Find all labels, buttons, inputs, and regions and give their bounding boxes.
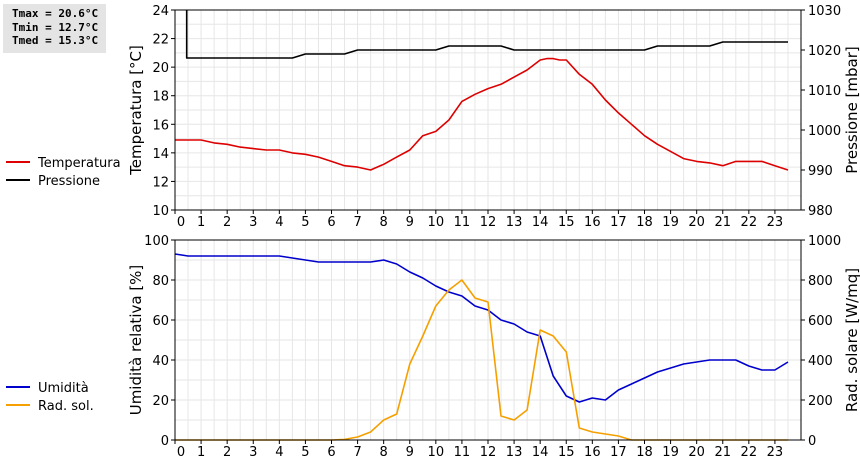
y-left-tick-label: 100 [144,234,169,249]
y-left-tick-label: 18 [152,90,169,105]
y-right-axis-title: Pressione [mbar] [843,46,860,174]
x-tick-label: 12 [480,215,497,230]
x-tick-label: 23 [767,445,784,460]
x-tick-label: 10 [428,445,445,460]
x-tick-label: 7 [353,445,361,460]
x-tick-label: 4 [275,445,283,460]
x-tick-label: 11 [454,445,471,460]
x-tick-label: 7 [353,215,361,230]
tmin-label: Tmin = 12.7°C [12,20,99,34]
y-right-tick-label: 200 [808,394,833,409]
x-tick-label: 9 [406,445,414,460]
x-tick-label: 14 [532,445,549,460]
x-tick-label: 0 [177,215,185,230]
temperature-pressure-chart: 0 1 2 3 4 5 6 7 8 9 10 11 12 13 14 15 16 17 18 19 20 21 22 2310… [6,4,860,230]
x-tick-label: 1 [197,445,205,460]
y-left-tick-label: 22 [152,33,169,48]
x-tick-label: 23 [767,215,784,230]
y-left-tick-label: 12 [152,175,169,190]
legend-label: Rad. sol. [38,399,94,414]
legend-label: Pressione [38,174,100,189]
x-tick-label: 8 [380,445,388,460]
y-right-tick-label: 1020 [808,44,841,59]
y-right-tick-label: 1030 [808,4,841,19]
y-left-tick-label: 20 [152,394,169,409]
x-tick-label: 21 [714,445,731,460]
x-tick-label: 22 [741,445,758,460]
x-tick-label: 0 [177,445,185,460]
x-tick-label: 13 [506,215,523,230]
humidity-radiation-chart: 0 1 2 3 4 5 6 7 8 9 10 11 12 13 14 15 16 17 18 19 20 21 22 2302… [6,234,860,460]
x-tick-label: 15 [558,215,575,230]
y-right-tick-label: 1010 [808,84,841,99]
y-right-tick-label: 980 [808,204,833,219]
x-tick-label: 11 [454,215,471,230]
series-line-pressione [185,10,788,59]
x-tick-label: 16 [584,445,601,460]
y-right-tick-label: 990 [808,164,833,179]
y-right-tick-label: 800 [808,274,833,289]
y-left-tick-label: 0 [161,434,169,449]
x-tick-label: 14 [532,215,549,230]
series-line-umidit- [174,253,789,403]
x-tick-label: 3 [249,215,257,230]
x-tick-label: 17 [610,215,627,230]
tmax-label: Tmax = 20.6°C [12,7,99,20]
y-left-tick-label: 20 [152,61,169,76]
legend-label: Umidità [38,381,89,396]
x-tick-label: 6 [327,445,335,460]
x-tick-label: 2 [223,215,231,230]
x-tick-label: 5 [301,445,309,460]
y-right-tick-label: 0 [808,434,816,449]
y-right-tick-label: 1000 [808,234,841,249]
x-tick-label: 18 [636,215,653,230]
x-tick-label: 20 [688,215,705,230]
x-tick-label: 19 [662,445,679,460]
x-tick-label: 15 [558,445,575,460]
y-right-tick-label: 1000 [808,124,841,139]
y-left-tick-label: 10 [152,204,169,219]
x-tick-label: 21 [714,215,731,230]
y-right-tick-label: 600 [808,314,833,329]
x-tick-label: 6 [327,215,335,230]
x-tick-label: 17 [610,445,627,460]
x-tick-label: 10 [428,215,445,230]
tmed-label: Tmed = 15.3°C [12,34,99,47]
x-tick-label: 4 [275,215,283,230]
y-right-axis-title: Rad. solare [W/mq] [843,268,860,412]
x-tick-label: 16 [584,215,601,230]
x-tick-label: 8 [380,215,388,230]
y-left-axis-title: Temperatura [°C] [127,45,145,176]
y-left-tick-label: 24 [152,4,169,19]
y-right-tick-label: 400 [808,354,833,369]
series-line-rad-sol- [175,279,788,441]
x-tick-label: 1 [197,215,205,230]
x-tick-label: 2 [223,445,231,460]
x-tick-label: 3 [249,445,257,460]
x-tick-label: 9 [406,215,414,230]
y-left-axis-title: Umidità relativa [%] [127,265,145,416]
stats-box: Tmax = 20.6°C Tmin = 12.7°C Tmed = 15.3°… [3,4,106,53]
y-left-tick-label: 80 [152,274,169,289]
x-tick-label: 19 [662,215,679,230]
legend-label: Temperatura [37,156,121,171]
y-left-tick-label: 14 [152,147,169,162]
series-line-temperatura [175,57,789,171]
x-tick-label: 20 [688,445,705,460]
x-tick-label: 5 [301,215,309,230]
x-tick-label: 18 [636,445,653,460]
x-tick-label: 13 [506,445,523,460]
x-tick-label: 22 [741,215,758,230]
y-left-tick-label: 60 [152,314,169,329]
y-left-tick-label: 40 [152,354,169,369]
x-tick-label: 12 [480,445,497,460]
y-left-tick-label: 16 [152,118,169,133]
